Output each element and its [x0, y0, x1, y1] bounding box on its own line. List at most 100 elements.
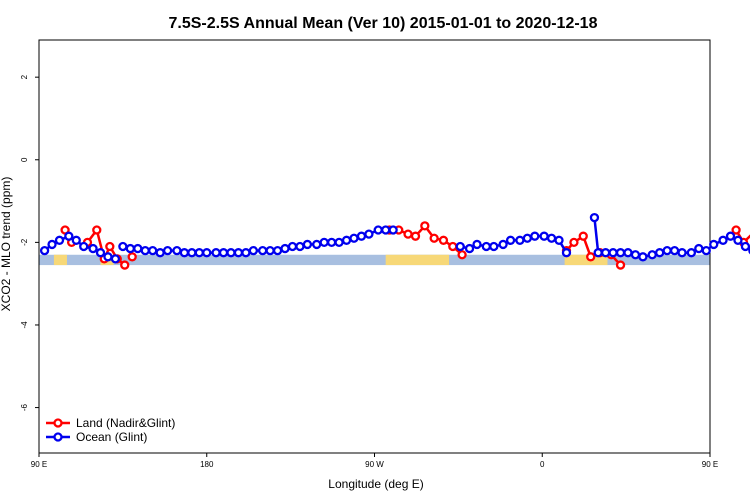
data-point — [133, 243, 143, 254]
data-point — [669, 245, 680, 256]
data-point — [455, 241, 465, 252]
data-point — [127, 252, 137, 262]
background-band — [39, 254, 710, 266]
data-point — [179, 248, 190, 258]
data-point — [341, 235, 352, 245]
data-point — [464, 243, 475, 254]
data-point — [265, 245, 275, 256]
y-tick-label: -2 — [20, 238, 29, 246]
data-point — [202, 248, 212, 258]
data-point — [218, 248, 229, 258]
data-point — [92, 225, 102, 235]
data-point — [410, 231, 421, 241]
data-point — [39, 245, 50, 256]
data-point — [194, 248, 204, 258]
data-point — [530, 231, 540, 241]
data-point — [647, 250, 657, 260]
data-point — [349, 233, 359, 243]
data-point — [662, 245, 672, 256]
data-point — [64, 231, 74, 241]
data-point — [561, 248, 572, 258]
data-point — [287, 241, 298, 252]
data-point — [694, 243, 704, 254]
data-point — [356, 231, 367, 241]
data-point — [71, 235, 81, 245]
data-point — [515, 235, 525, 245]
data-point — [586, 252, 596, 262]
data-point — [615, 248, 626, 258]
data-point — [88, 243, 98, 254]
data-point — [481, 241, 491, 252]
data-point — [95, 248, 106, 258]
data-point — [554, 235, 564, 245]
legend: Land (Nadir&Glint)Ocean (Glint) — [46, 416, 175, 444]
data-point — [312, 239, 322, 250]
data-point — [522, 233, 532, 243]
data-point — [578, 231, 588, 241]
data-point — [302, 239, 313, 250]
data-point — [623, 248, 633, 258]
data-point — [241, 248, 251, 258]
data-point — [110, 254, 121, 264]
data-point — [718, 235, 728, 245]
data-point — [589, 212, 600, 223]
data-point — [457, 250, 467, 260]
data-point — [615, 260, 626, 270]
data-point — [140, 245, 150, 256]
y-tick-label: -6 — [20, 403, 29, 411]
data-point — [709, 239, 719, 250]
data-point — [546, 233, 557, 243]
data-point — [600, 248, 611, 258]
series-ocean — [39, 212, 750, 264]
legend-marker — [53, 432, 63, 442]
data-point — [725, 231, 736, 241]
data-point — [105, 241, 115, 252]
data-point — [630, 250, 641, 260]
data-point — [118, 241, 128, 252]
data-point — [79, 241, 89, 252]
data-point — [258, 245, 268, 256]
data-point — [319, 237, 329, 248]
land-segment — [385, 254, 450, 266]
data-point — [733, 235, 743, 245]
data-point — [248, 245, 258, 256]
x-axis-label: Longitude (deg E) — [328, 477, 423, 491]
data-point — [148, 245, 158, 256]
data-point — [569, 237, 579, 248]
chart-title: 7.5S-2.5S Annual Mean (Ver 10) 2015-01-0… — [169, 15, 598, 32]
data-point — [740, 241, 750, 252]
data-point — [472, 239, 482, 250]
y-axis-label: XCO2 - MLO trend (ppm) — [0, 177, 13, 312]
x-tick-label: 90 E — [31, 460, 47, 469]
data-point — [280, 243, 290, 254]
data-point — [638, 252, 648, 262]
data-point — [125, 243, 135, 254]
data-point — [155, 248, 165, 258]
y-tick-label: 2 — [20, 74, 29, 79]
x-tick-label: 90 W — [365, 460, 384, 469]
y-tick-label: 0 — [20, 157, 29, 162]
data-point — [364, 229, 374, 239]
data-point — [211, 248, 221, 258]
data-point — [295, 241, 305, 252]
data-point — [373, 225, 383, 235]
data-point — [162, 245, 173, 256]
plot-area: 90 E 180 90 W 0 90 E 2 0 -2 -4 -6 — [20, 39, 750, 469]
data-point — [420, 221, 430, 231]
data-point — [608, 248, 618, 258]
data-point — [120, 260, 130, 270]
data-point — [539, 231, 549, 241]
data-point — [388, 225, 398, 235]
data-point — [47, 239, 57, 250]
data-point — [233, 248, 244, 258]
data-point — [403, 229, 413, 239]
data-point — [701, 245, 711, 256]
data-point — [448, 241, 458, 252]
land-segment — [53, 254, 67, 266]
data-point — [593, 248, 603, 258]
data-point — [731, 225, 741, 235]
data-point — [429, 233, 439, 243]
data-point — [381, 225, 391, 235]
data-point — [226, 248, 236, 258]
